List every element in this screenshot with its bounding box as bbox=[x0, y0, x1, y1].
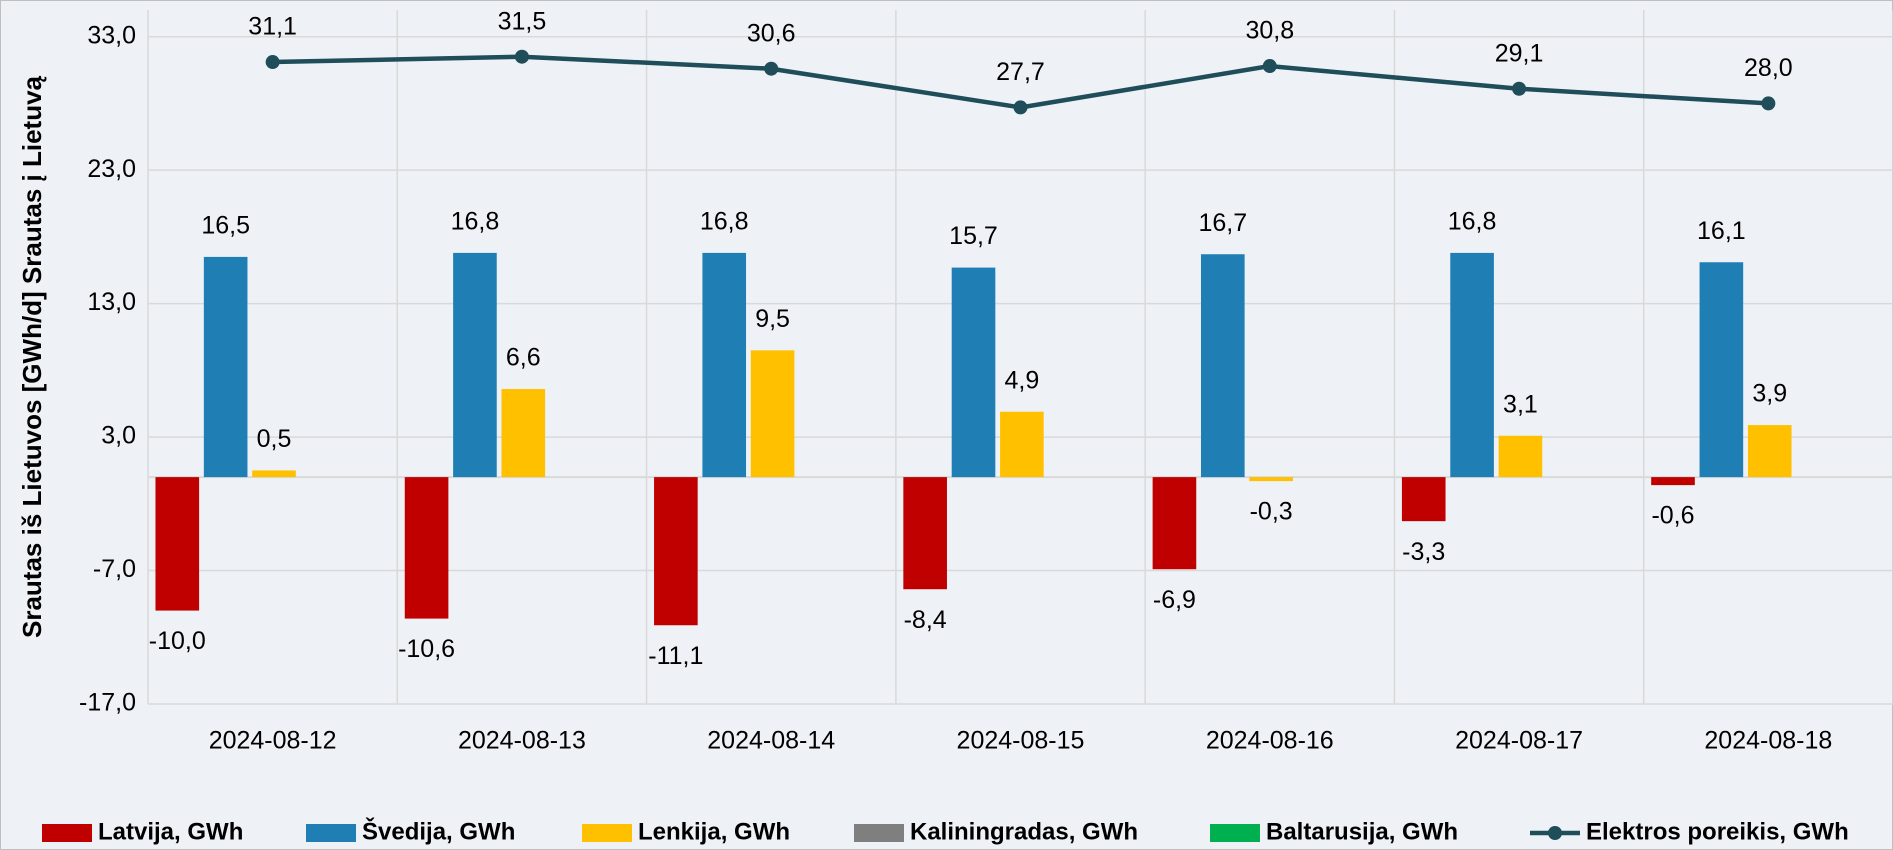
legend-swatch bbox=[854, 824, 904, 842]
data-label: 16,1 bbox=[1697, 217, 1746, 245]
legend-point bbox=[1548, 826, 1562, 840]
x-tick-label: 2024-08-17 bbox=[1455, 727, 1583, 755]
data-label: 16,8 bbox=[1448, 208, 1497, 236]
line-point bbox=[265, 55, 280, 70]
legend-swatch bbox=[1210, 824, 1260, 842]
bar bbox=[1401, 477, 1446, 522]
data-label: -0,6 bbox=[1651, 502, 1694, 530]
legend-swatch bbox=[306, 824, 356, 842]
y-axis-label: Srautas iš Lietuvos [GWh/d] Srautas į Li… bbox=[17, 75, 47, 638]
data-label: 16,7 bbox=[1198, 209, 1247, 237]
data-label: 6,6 bbox=[506, 344, 541, 372]
x-tick-label: 2024-08-15 bbox=[957, 727, 1085, 755]
bar bbox=[155, 477, 200, 611]
bar bbox=[1450, 252, 1494, 478]
y-tick-label: 33,0 bbox=[87, 21, 136, 49]
legend-swatch bbox=[42, 824, 92, 842]
y-tick-label: 13,0 bbox=[87, 288, 136, 316]
bar bbox=[404, 477, 449, 619]
data-label: 3,9 bbox=[1752, 380, 1787, 408]
data-label: -10,0 bbox=[149, 627, 206, 655]
bar bbox=[1200, 254, 1245, 478]
bar bbox=[654, 477, 698, 626]
data-label: 15,7 bbox=[949, 222, 998, 250]
data-label: 29,1 bbox=[1495, 39, 1544, 67]
bar bbox=[1152, 477, 1197, 570]
line-point bbox=[1761, 96, 1776, 111]
legend-label: Elektros poreikis, GWh bbox=[1586, 818, 1849, 845]
bar bbox=[750, 350, 795, 478]
line-point bbox=[1262, 59, 1277, 74]
bar bbox=[1747, 425, 1792, 478]
data-label: 27,7 bbox=[996, 58, 1045, 86]
data-label: 16,8 bbox=[700, 208, 749, 236]
data-label: 28,0 bbox=[1744, 54, 1793, 82]
data-label: 31,1 bbox=[248, 13, 297, 41]
bar bbox=[951, 267, 996, 478]
data-label: 9,5 bbox=[755, 305, 790, 333]
data-label: 16,5 bbox=[201, 212, 250, 240]
legend-label: Lenkija, GWh bbox=[638, 818, 790, 845]
bar bbox=[903, 477, 947, 590]
bar bbox=[1498, 435, 1543, 478]
bar bbox=[702, 252, 747, 478]
legend-label: Švedija, GWh bbox=[362, 817, 515, 845]
bar bbox=[252, 470, 296, 478]
line-point bbox=[764, 61, 779, 76]
y-tick-label: -17,0 bbox=[79, 689, 136, 717]
x-tick-label: 2024-08-12 bbox=[209, 727, 337, 755]
bar bbox=[1249, 477, 1293, 482]
x-tick-label: 2024-08-18 bbox=[1704, 727, 1832, 755]
data-label: -3,3 bbox=[1402, 538, 1445, 566]
bar bbox=[453, 252, 497, 478]
data-label: 4,9 bbox=[1004, 366, 1039, 394]
data-label: 30,6 bbox=[747, 19, 796, 47]
y-tick-label: 23,0 bbox=[87, 155, 136, 183]
x-tick-label: 2024-08-13 bbox=[458, 727, 586, 755]
bar bbox=[501, 389, 546, 478]
line-point bbox=[514, 49, 529, 64]
bar bbox=[1651, 477, 1695, 486]
data-label: -8,4 bbox=[904, 606, 947, 634]
data-label: 3,1 bbox=[1503, 390, 1538, 418]
legend-label: Kaliningradas, GWh bbox=[910, 818, 1138, 845]
x-tick-label: 2024-08-14 bbox=[707, 727, 835, 755]
legend-swatch bbox=[582, 824, 632, 842]
legend-label: Latvija, GWh bbox=[98, 818, 243, 845]
y-tick-label: 3,0 bbox=[101, 422, 136, 450]
data-label: 31,5 bbox=[498, 7, 547, 35]
line-point bbox=[1013, 100, 1028, 115]
data-label: -10,6 bbox=[398, 635, 455, 663]
bar bbox=[203, 256, 248, 478]
bar bbox=[1699, 262, 1744, 478]
data-label: -0,3 bbox=[1250, 498, 1293, 526]
bar bbox=[1000, 411, 1044, 478]
data-label: 16,8 bbox=[451, 208, 500, 236]
data-label: -11,1 bbox=[648, 642, 703, 670]
data-label: -6,9 bbox=[1153, 586, 1196, 614]
data-label: 0,5 bbox=[257, 425, 292, 453]
y-tick-label: -7,0 bbox=[93, 555, 136, 583]
line-point bbox=[1512, 81, 1527, 96]
data-label: 30,8 bbox=[1245, 17, 1294, 45]
x-tick-label: 2024-08-16 bbox=[1206, 727, 1334, 755]
legend-label: Baltarusija, GWh bbox=[1266, 818, 1458, 845]
